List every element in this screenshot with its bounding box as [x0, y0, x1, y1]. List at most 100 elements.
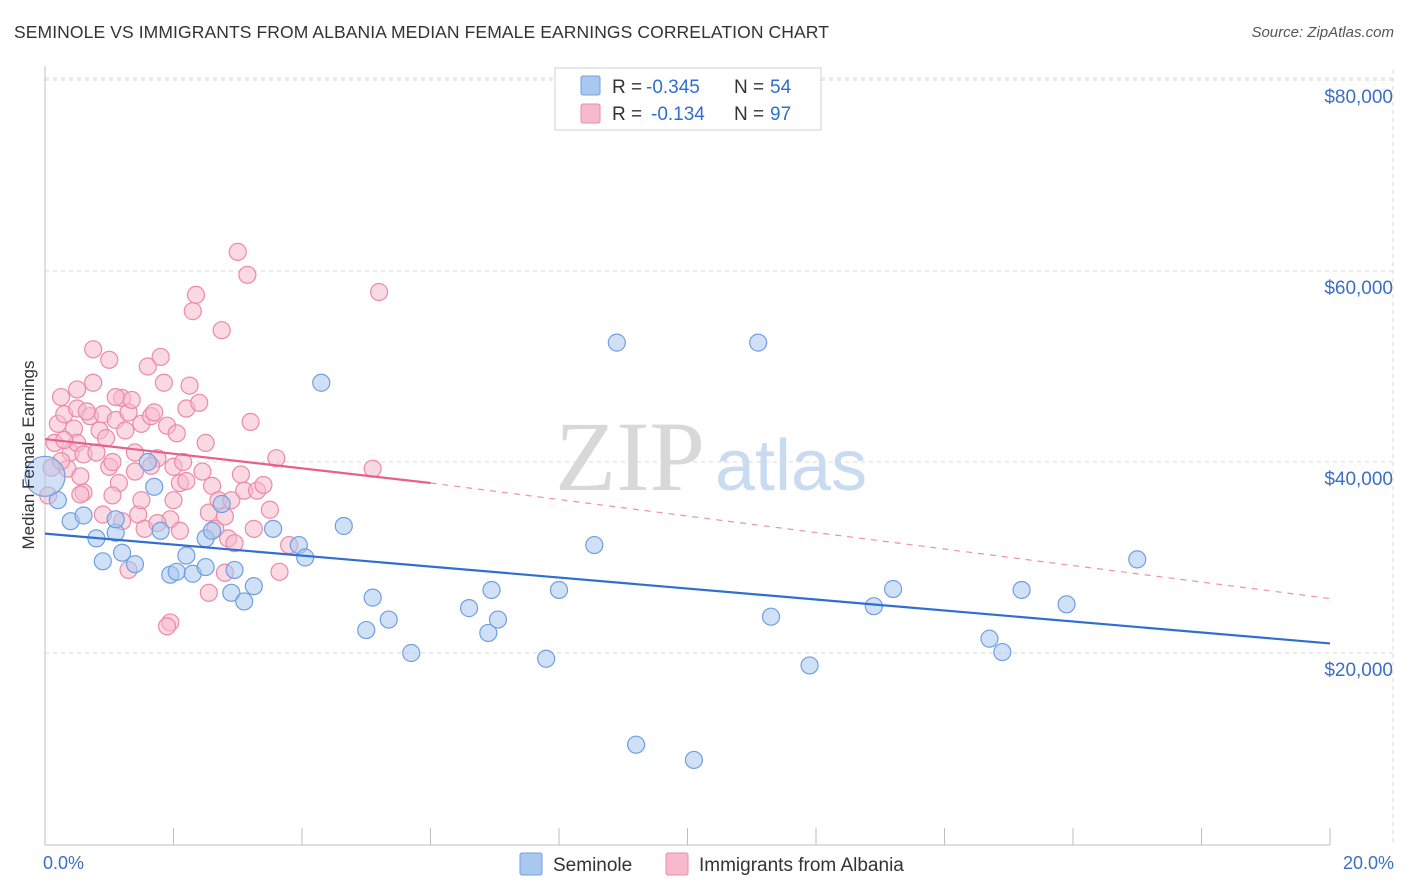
seminole-point — [296, 548, 315, 567]
albania-point — [138, 357, 157, 376]
x-tick-label: 20.0% — [1343, 853, 1394, 873]
albania-point — [122, 390, 141, 410]
seminole-point — [379, 610, 398, 629]
bottom-legend-label-albania: Immigrants from Albania — [699, 855, 904, 876]
seminole-point — [761, 607, 781, 626]
seminole-point — [167, 562, 186, 581]
albania-point — [190, 393, 209, 412]
albania-point — [180, 376, 199, 395]
albania-point — [151, 347, 170, 367]
bottom-legend: Seminole Immigrants from Albania — [519, 852, 904, 876]
seminole-point — [626, 735, 646, 754]
chart-title: SEMINOLE VS IMMIGRANTS FROM ALBANIA MEDI… — [14, 22, 830, 42]
seminole-point — [363, 588, 382, 607]
albania-point — [68, 380, 87, 399]
albania-point — [170, 521, 190, 540]
seminole-point — [106, 510, 125, 529]
seminole-point — [145, 477, 164, 496]
y-axis-label: Median Female Earnings — [19, 361, 38, 550]
source-label: Source: ZipAtlas.com — [1251, 24, 1394, 41]
seminole-point — [244, 577, 263, 596]
seminole-point — [1128, 550, 1147, 569]
seminole-point — [93, 552, 112, 571]
albania-point — [116, 421, 135, 440]
albania-point — [125, 462, 145, 481]
legend-r-value-seminole: -0.345 — [646, 77, 700, 98]
seminole-point — [196, 557, 215, 577]
watermark-zip: ZIP — [555, 401, 705, 512]
legend-swatch-albania — [580, 103, 601, 124]
albania-point — [96, 429, 116, 448]
seminole-point — [202, 521, 222, 540]
seminole-point — [74, 506, 93, 525]
legend-r-value-albania: -0.134 — [651, 104, 705, 125]
albania-trend-line-extension — [430, 482, 1331, 600]
legend-n-label-seminole: N = — [734, 77, 764, 98]
seminole-point — [749, 333, 768, 352]
seminole-point — [177, 546, 196, 565]
seminole-point — [980, 629, 999, 648]
y-tick-label: $60,000 — [1324, 278, 1393, 299]
albania-point — [154, 373, 173, 392]
bottom-legend-swatch-albania — [665, 852, 689, 876]
seminole-point — [684, 750, 704, 770]
legend-swatch-seminole — [580, 75, 601, 96]
albania-point — [145, 403, 164, 422]
legend-r-label-seminole: R = — [612, 77, 642, 98]
seminole-point — [212, 494, 231, 514]
albania-point — [106, 387, 125, 407]
seminole-point — [334, 516, 353, 536]
seminole-point — [459, 599, 479, 618]
albania-point — [199, 583, 218, 602]
albania-point — [254, 475, 273, 495]
albania-trend-line — [44, 437, 431, 485]
albania-point — [157, 617, 177, 636]
albania-points — [39, 242, 389, 636]
top-legend: R = -0.345 N = 54 R = -0.134 N = 97 — [554, 67, 822, 131]
y-tick-label: $20,000 — [1324, 660, 1393, 681]
albania-point — [267, 449, 286, 468]
tick-labels: $20,000 $40,000 $60,000 $80,000 0.0% 20.0% — [43, 87, 1394, 873]
trend-lines — [44, 437, 1331, 645]
seminole-point — [225, 560, 244, 580]
albania-point — [196, 433, 215, 452]
albania-point — [84, 340, 103, 359]
legend-n-value-albania: 97 — [770, 104, 791, 125]
albania-point — [103, 486, 122, 505]
seminole-point — [537, 649, 556, 668]
albania-point — [193, 462, 212, 481]
albania-point — [225, 534, 244, 553]
axes — [44, 66, 1331, 846]
albania-point — [241, 412, 260, 431]
albania-point — [84, 373, 103, 392]
seminole-point — [1057, 595, 1076, 614]
albania-point — [183, 302, 202, 321]
albania-point — [103, 452, 122, 472]
albania-point — [228, 242, 247, 261]
y-tick-label: $40,000 — [1324, 469, 1393, 490]
albania-point — [238, 265, 257, 284]
seminole-point — [357, 620, 376, 640]
seminole-point — [125, 555, 145, 574]
albania-point — [370, 282, 389, 302]
albania-point — [270, 562, 289, 581]
albania-point — [51, 387, 71, 407]
watermark-atlas: atlas — [715, 426, 867, 506]
seminole-point — [112, 543, 132, 562]
seminole-point — [222, 583, 241, 602]
bottom-legend-swatch-seminole — [519, 852, 543, 876]
x-tick-label: 0.0% — [43, 853, 84, 873]
albania-point — [177, 472, 196, 491]
seminole-point — [488, 610, 508, 629]
albania-point — [71, 485, 90, 504]
seminole-point — [235, 592, 254, 611]
albania-point — [244, 519, 263, 538]
seminole-point — [312, 373, 331, 392]
seminole-point — [993, 642, 1012, 662]
albania-point — [363, 459, 382, 478]
seminole-point — [24, 455, 66, 497]
legend-n-value-seminole: 54 — [770, 77, 792, 98]
albania-point — [260, 500, 279, 519]
seminole-point — [402, 643, 421, 663]
